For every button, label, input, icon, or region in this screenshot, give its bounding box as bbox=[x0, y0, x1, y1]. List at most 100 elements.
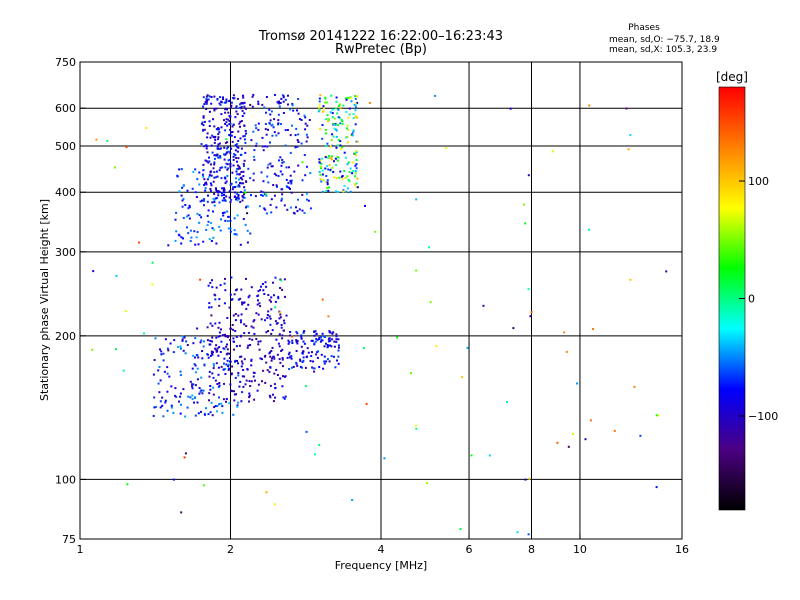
data-point bbox=[214, 197, 217, 200]
data-point bbox=[324, 96, 327, 99]
data-point bbox=[352, 129, 355, 132]
data-point bbox=[354, 175, 357, 178]
data-point bbox=[332, 122, 335, 125]
data-point bbox=[212, 118, 214, 121]
data-point bbox=[281, 348, 284, 351]
data-point bbox=[182, 237, 184, 240]
data-point bbox=[235, 289, 237, 292]
data-point bbox=[216, 170, 218, 173]
data-point bbox=[336, 112, 339, 115]
data-point bbox=[185, 215, 188, 218]
data-point bbox=[106, 139, 109, 142]
data-point bbox=[207, 284, 210, 287]
data-point bbox=[223, 158, 226, 161]
data-point bbox=[207, 194, 209, 197]
data-point bbox=[665, 270, 668, 273]
data-point bbox=[459, 528, 462, 530]
data-point bbox=[226, 147, 228, 150]
data-point bbox=[203, 413, 206, 416]
data-point bbox=[291, 335, 294, 338]
data-point bbox=[250, 358, 253, 361]
data-point bbox=[228, 134, 231, 136]
data-point bbox=[279, 377, 282, 380]
data-point bbox=[257, 343, 260, 346]
data-point bbox=[179, 392, 182, 395]
data-point bbox=[316, 339, 319, 342]
data-point bbox=[306, 347, 309, 350]
data-point bbox=[244, 383, 247, 386]
data-point bbox=[162, 352, 165, 355]
data-point bbox=[166, 390, 169, 393]
data-point bbox=[301, 179, 304, 182]
data-point bbox=[261, 358, 263, 361]
data-point bbox=[226, 175, 229, 177]
data-point bbox=[274, 306, 277, 309]
data-point bbox=[352, 117, 355, 119]
data-point bbox=[231, 324, 234, 326]
data-point bbox=[304, 122, 307, 125]
data-point bbox=[213, 199, 216, 201]
data-point bbox=[346, 124, 349, 127]
data-point bbox=[302, 359, 305, 362]
data-point bbox=[319, 159, 322, 162]
data-point bbox=[195, 354, 198, 357]
data-point bbox=[197, 243, 200, 246]
data-point bbox=[311, 366, 314, 369]
data-point bbox=[216, 410, 219, 413]
data-point bbox=[206, 178, 209, 181]
data-point bbox=[248, 400, 250, 403]
data-point bbox=[203, 198, 206, 201]
data-point bbox=[332, 135, 335, 138]
data-point bbox=[332, 171, 335, 173]
data-point bbox=[249, 344, 252, 346]
data-point bbox=[273, 294, 275, 297]
data-point bbox=[220, 177, 223, 180]
data-point bbox=[234, 144, 237, 147]
data-point bbox=[238, 122, 241, 125]
data-point bbox=[215, 344, 218, 347]
data-point bbox=[223, 197, 226, 199]
data-point bbox=[270, 198, 273, 201]
data-point bbox=[240, 288, 243, 291]
data-point bbox=[217, 147, 220, 150]
data-point bbox=[170, 406, 173, 409]
data-point bbox=[218, 298, 221, 301]
data-point bbox=[200, 143, 203, 145]
data-point bbox=[556, 441, 559, 444]
data-point bbox=[207, 220, 210, 223]
data-point bbox=[203, 340, 205, 343]
data-point bbox=[210, 144, 213, 147]
data-point bbox=[283, 329, 285, 332]
data-point bbox=[181, 186, 184, 189]
data-point bbox=[354, 98, 357, 100]
data-point bbox=[261, 145, 264, 148]
data-point bbox=[281, 161, 284, 164]
data-point bbox=[345, 111, 348, 113]
data-point bbox=[252, 320, 255, 323]
data-point bbox=[213, 171, 216, 174]
data-point bbox=[320, 180, 323, 183]
data-point bbox=[334, 157, 337, 160]
data-point bbox=[336, 156, 339, 158]
data-point bbox=[215, 362, 218, 365]
data-point bbox=[356, 177, 359, 180]
data-point bbox=[331, 144, 334, 147]
data-point bbox=[229, 219, 232, 222]
data-point bbox=[270, 359, 273, 362]
data-point bbox=[95, 138, 98, 141]
data-point bbox=[241, 178, 244, 181]
data-point bbox=[216, 175, 219, 178]
data-point bbox=[291, 102, 294, 105]
data-point bbox=[250, 380, 253, 383]
data-point bbox=[257, 299, 259, 302]
data-point bbox=[264, 193, 267, 196]
data-point bbox=[188, 204, 191, 207]
data-point bbox=[527, 533, 530, 536]
data-point bbox=[220, 113, 223, 116]
data-point bbox=[274, 320, 277, 323]
data-point bbox=[240, 176, 243, 179]
data-point bbox=[300, 142, 303, 145]
data-point bbox=[292, 109, 295, 112]
data-point bbox=[255, 312, 258, 315]
data-point bbox=[211, 324, 214, 327]
